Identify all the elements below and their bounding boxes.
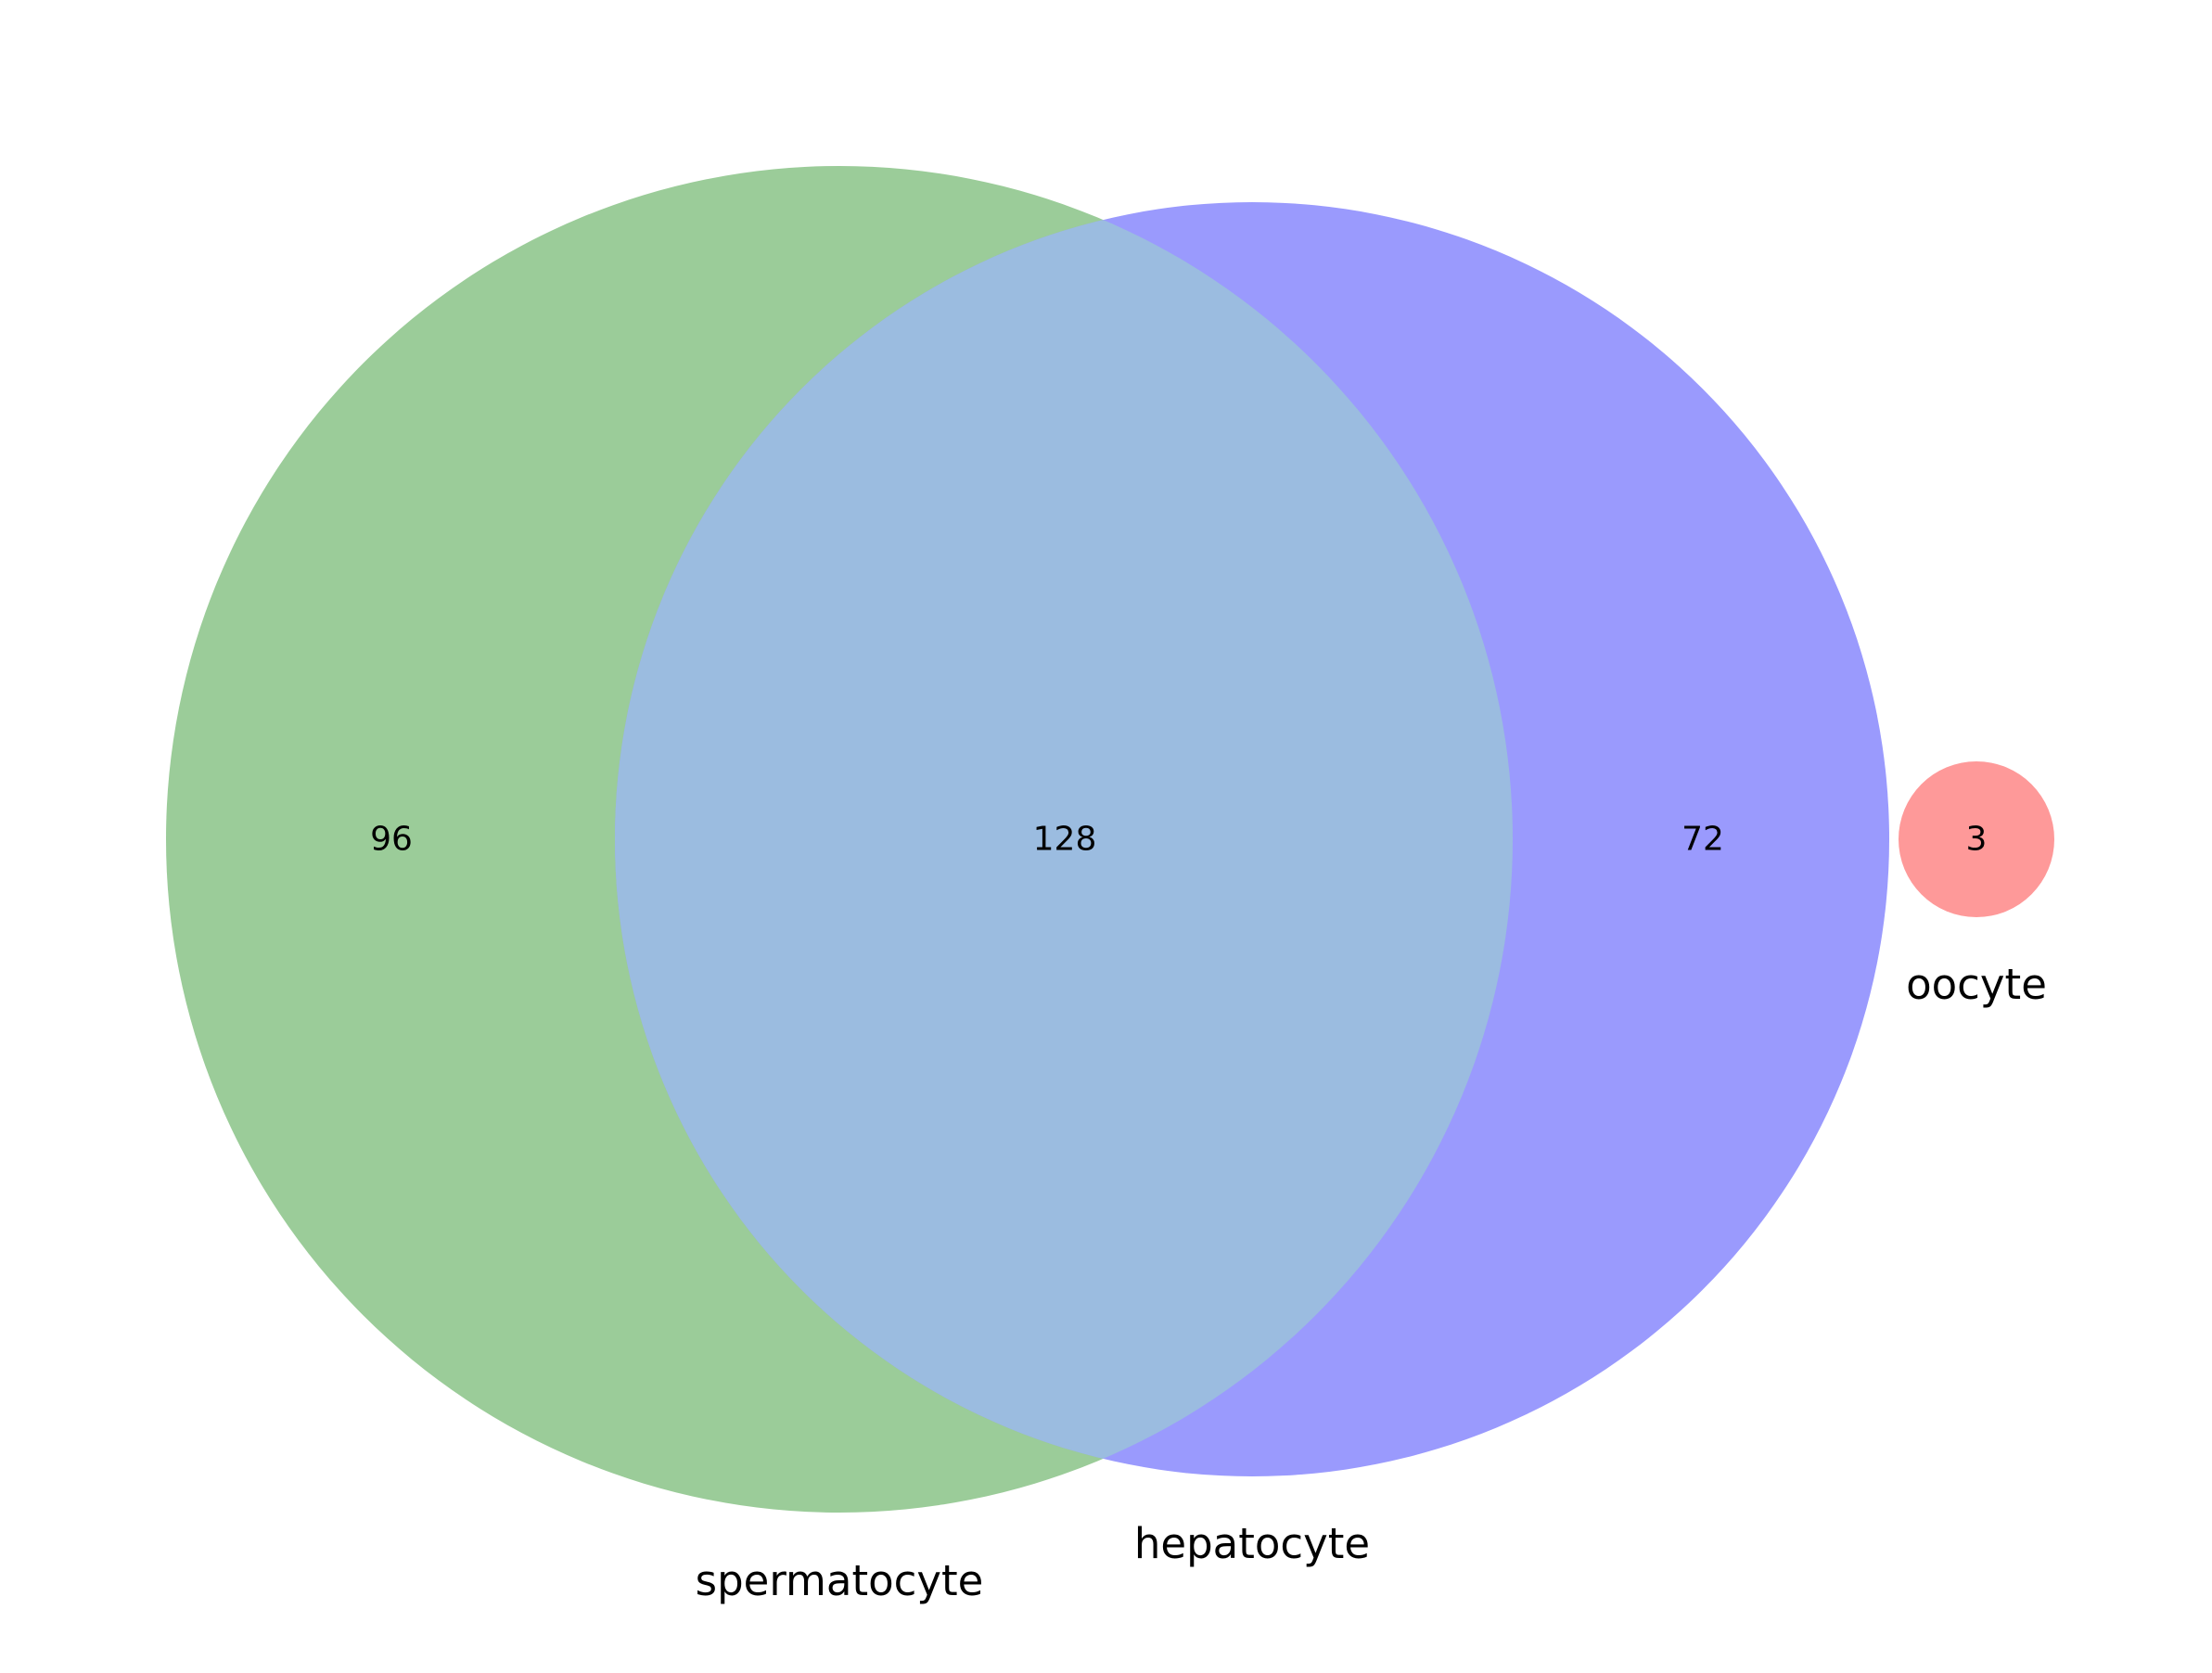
region-count-oocyte-only: 3: [1966, 821, 1988, 859]
set-label-hepatocyte: hepatocyte: [1134, 1519, 1370, 1568]
region-count-spermatocyte-hepatocyte: 128: [1033, 821, 1097, 859]
region-count-hepatocyte-only: 72: [1681, 821, 1724, 859]
intersection-region: [615, 202, 1513, 1476]
oocyte-circle: [1899, 761, 2054, 917]
set-label-oocyte: oocyte: [1906, 960, 2047, 1009]
set-label-spermatocyte: spermatocyte: [696, 1556, 984, 1605]
region-count-spermatocyte-only: 96: [370, 821, 413, 859]
